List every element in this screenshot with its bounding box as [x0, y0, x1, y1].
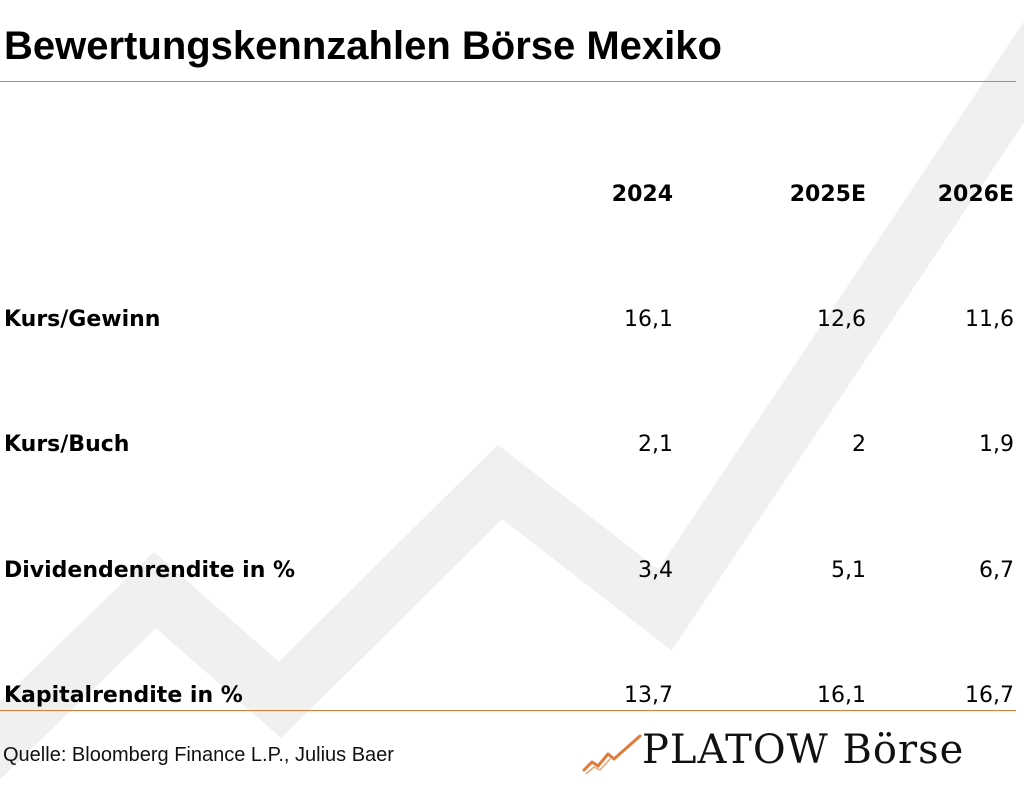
page-title: Bewertungskennzahlen Börse Mexiko [4, 24, 722, 68]
title-divider [0, 81, 1016, 82]
row-label: Kapitalrendite in % [4, 683, 243, 708]
table-cell: 16,1 [624, 307, 673, 332]
column-header: 2025E [790, 182, 866, 207]
table-row: Kapitalrendite in % 13,7 16,1 16,7 [4, 683, 1014, 708]
table-cell: 2,1 [638, 432, 673, 457]
table-cell: 16,1 [817, 683, 866, 708]
row-label: Dividendenrendite in % [4, 558, 295, 583]
table-cell: 16,7 [965, 683, 1014, 708]
table-header-row: 2024 2025E 2026E [612, 182, 1014, 207]
table-cell: 2 [852, 432, 866, 457]
platow-logo: PLATOW Börse [582, 726, 1018, 776]
column-header: 2024 [612, 182, 673, 207]
table-cell: 13,7 [624, 683, 673, 708]
table-cell: 3,4 [638, 558, 673, 583]
table-row: Dividendenrendite in % 3,4 5,1 6,7 [4, 558, 1014, 583]
table-body: Kurs/Gewinn 16,1 12,6 11,6 Kurs/Buch 2,1 2 1,9 D… [4, 307, 1014, 708]
table-cell: 12,6 [817, 307, 866, 332]
row-label: Kurs/Gewinn [4, 307, 160, 332]
table-cell: 11,6 [965, 307, 1014, 332]
logo-wordmark: PLATOW Börse [642, 727, 965, 773]
table-row: Kurs/Gewinn 16,1 12,6 11,6 [4, 307, 1014, 332]
table-row: Kurs/Buch 2,1 2 1,9 [4, 432, 1014, 457]
row-label: Kurs/Buch [4, 432, 129, 457]
table-cell: 1,9 [979, 432, 1014, 457]
column-header: 2026E [938, 182, 1014, 207]
trend-line-icon [582, 734, 642, 774]
table-cell: 6,7 [979, 558, 1014, 583]
table-cell: 5,1 [831, 558, 866, 583]
footer-divider [0, 710, 1016, 711]
source-note: Quelle: Bloomberg Finance L.P., Julius B… [3, 744, 394, 766]
